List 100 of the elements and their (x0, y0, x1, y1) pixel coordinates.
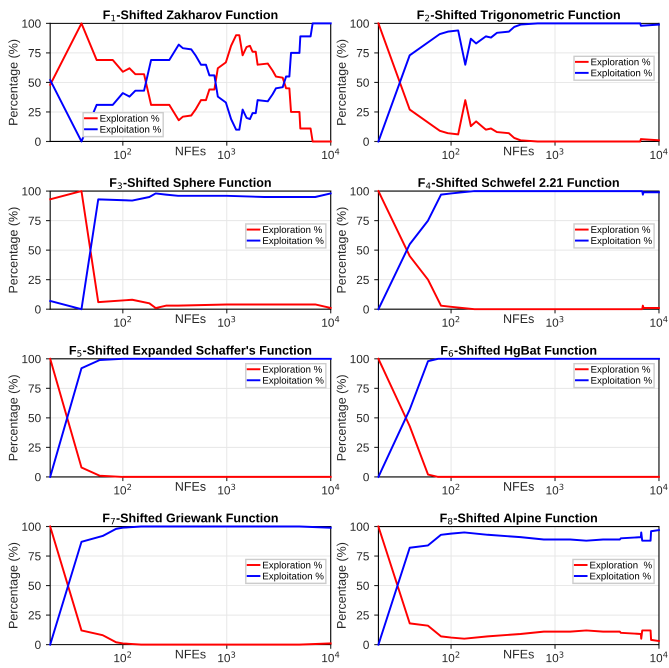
chart-title: F$_{3}$-Shifted Sphere Function (110, 178, 271, 190)
y-tick-label: 75 (356, 384, 369, 393)
y-tick-label: 25 (28, 108, 41, 116)
y-tick-label: 75 (356, 49, 369, 58)
x-tick-label: 10$^{2}$ (114, 316, 132, 327)
y-tick-label: 25 (28, 276, 41, 284)
y-tick-label: 25 (356, 443, 369, 452)
x-axis-title: NFEs (504, 482, 534, 491)
y-tick-label: 100 (350, 522, 369, 531)
y-tick-label: 0 (35, 138, 41, 146)
x-axis-title: NFEs (176, 314, 206, 324)
x-axis-title: NFEs (504, 314, 534, 324)
y-axis-title: Percentage (%) (8, 207, 20, 293)
y-tick-label: 25 (28, 443, 41, 452)
y-tick-label: 25 (28, 611, 41, 620)
x-tick-label: 10$^{4}$ (322, 652, 340, 662)
x-tick-label: 10$^{2}$ (114, 651, 132, 662)
x-axis-title: NFEs (176, 146, 206, 156)
y-tick-label: 100 (22, 19, 41, 28)
chart-title: F$_{1}$-Shifted Zakharov Function (104, 10, 278, 22)
x-tick-label: 10$^{2}$ (114, 484, 132, 495)
legend-label: Exploitation % (590, 572, 651, 582)
x-tick-label: 10$^{2}$ (442, 316, 460, 327)
y-tick-label: 50 (28, 78, 41, 87)
y-tick-label: 75 (356, 216, 369, 226)
y-axis-title: Percentage (%) (336, 40, 348, 125)
x-tick-label: 10$^{2}$ (442, 484, 460, 495)
legend-label: Exploration % (263, 366, 322, 375)
chart-title: F$_{8}$-Shifted Alpine Function (440, 513, 597, 525)
y-tick-label: 0 (363, 305, 369, 314)
x-tick-label: 10$^{4}$ (650, 484, 668, 495)
legend-label: Exploitation % (591, 69, 652, 78)
x-tick-label: 10$^{3}$ (546, 148, 564, 160)
x-tick-label: 10$^{4}$ (650, 316, 668, 327)
legend-label: Exploration % (100, 114, 160, 124)
y-tick-label: 100 (22, 354, 41, 364)
legend-label: Exploration % (591, 366, 650, 375)
x-tick-label: 10$^{3}$ (218, 148, 236, 160)
y-tick-label: 0 (363, 138, 369, 146)
y-tick-label: 50 (28, 582, 41, 590)
y-axis-title: Percentage (%) (8, 542, 20, 628)
y-tick-label: 0 (363, 640, 369, 650)
legend-label: Exploration % (263, 226, 322, 235)
y-tick-label: 100 (22, 187, 41, 196)
y-tick-label: 100 (350, 19, 369, 28)
y-tick-label: 50 (28, 414, 41, 422)
y-axis-title: Percentage (%) (336, 375, 348, 460)
legend-label: Exploitation % (591, 376, 652, 386)
x-axis-title: NFEs (176, 650, 206, 659)
x-tick-label: 10$^{4}$ (650, 148, 668, 160)
x-tick-label: 10$^{2}$ (114, 148, 132, 160)
legend-label: Exploration % (591, 226, 650, 235)
y-tick-label: 0 (35, 472, 41, 482)
chart-title: F$_{5}$-Shifted Expanded Schaffer's Function (70, 346, 312, 358)
legend-label: Exploration % (263, 561, 322, 570)
y-tick-label: 50 (356, 414, 369, 422)
y-tick-label: 50 (356, 582, 369, 590)
y-tick-label: 0 (35, 640, 41, 650)
x-tick-label: 10$^{4}$ (322, 316, 340, 327)
y-axis-title: Percentage (%) (8, 40, 20, 125)
y-tick-label: 50 (28, 246, 41, 255)
y-axis-title: Percentage (%) (336, 542, 348, 628)
x-tick-label: 10$^{4}$ (650, 652, 668, 662)
chart-title: F$_{7}$-Shifted Griewank Function (103, 513, 278, 524)
legend-label: Exploitation % (263, 236, 324, 246)
x-tick-label: 10$^{2}$ (442, 651, 460, 662)
x-axis-title: NFEs (504, 146, 534, 156)
chart-title: F$_{6}$-Shifted HgBat Function (441, 346, 596, 358)
x-tick-label: 10$^{2}$ (442, 148, 460, 160)
x-axis-title: NFEs (504, 650, 534, 659)
y-tick-label: 100 (350, 354, 369, 364)
y-tick-label: 0 (363, 472, 369, 482)
y-tick-label: 50 (356, 246, 369, 255)
y-tick-label: 100 (350, 187, 369, 196)
legend-label: Exploitation % (591, 236, 652, 246)
y-tick-label: 100 (22, 522, 41, 531)
x-tick-label: 10$^{3}$ (546, 316, 564, 327)
x-tick-label: 10$^{4}$ (322, 484, 340, 495)
x-tick-label: 10$^{3}$ (218, 484, 236, 495)
legend-label: Exploration % (591, 58, 650, 68)
y-tick-label: 75 (28, 216, 41, 226)
legend-label: Exploration % (590, 561, 652, 570)
y-tick-label: 75 (28, 552, 41, 560)
y-tick-label: 25 (356, 276, 369, 284)
legend-label: Exploitation % (263, 572, 324, 582)
x-axis-title: NFEs (176, 482, 206, 491)
y-tick-label: 75 (28, 384, 41, 393)
chart-title: F$_{2}$-Shifted Trigonometric Function (418, 10, 620, 22)
chart-title: F$_{4}$-Shifted Schwefel 2.21 Function (418, 178, 619, 189)
x-tick-label: 10$^{3}$ (218, 651, 236, 662)
y-axis-title: Percentage (%) (336, 207, 348, 293)
y-tick-label: 25 (356, 611, 369, 620)
legend-label: Exploitation % (263, 376, 324, 386)
y-tick-label: 0 (35, 305, 41, 314)
y-tick-label: 50 (356, 78, 369, 87)
x-tick-label: 10$^{3}$ (546, 484, 564, 495)
y-tick-label: 75 (356, 552, 369, 560)
y-tick-label: 25 (356, 108, 369, 116)
x-tick-label: 10$^{3}$ (218, 316, 236, 327)
y-tick-label: 75 (28, 49, 41, 58)
